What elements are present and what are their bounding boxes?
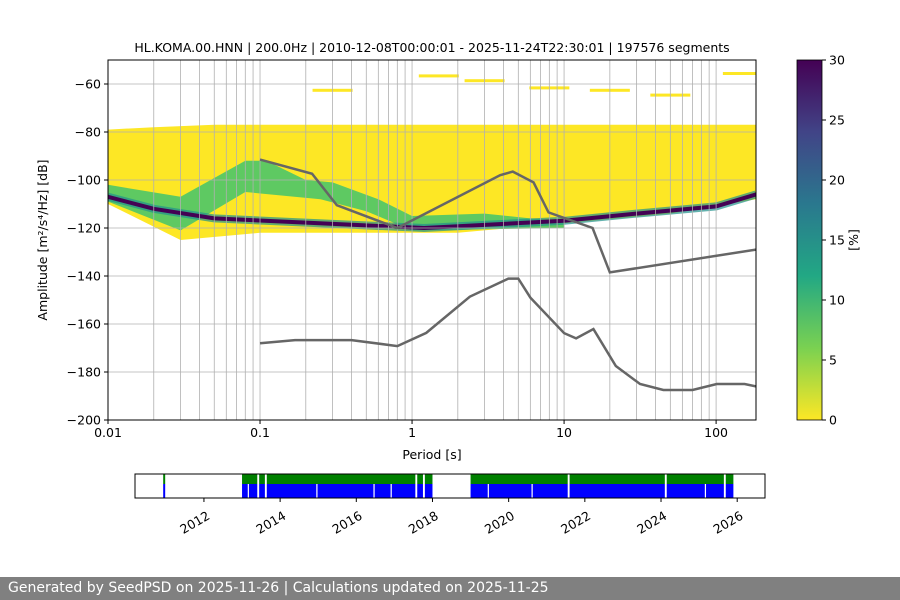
x-tick-label: 0.01	[94, 425, 122, 440]
colorbar-tick-label: 20	[829, 173, 845, 188]
timeline-tick-label: 2020	[482, 508, 517, 537]
availability-top-segment	[242, 474, 258, 484]
colorbar-tick-label: 25	[829, 113, 845, 128]
availability-top-segment	[163, 474, 166, 484]
availability-gap	[704, 484, 707, 498]
timeline-tick-label: 2022	[558, 508, 593, 537]
availability-top-segment	[666, 474, 724, 484]
x-tick-label: 10	[556, 425, 572, 440]
timeline-tick-label: 2018	[406, 508, 441, 537]
y-tick-label: −60	[75, 77, 101, 92]
y-axis-label: Amplitude [m²/s⁴/Hz] [dB]	[35, 159, 50, 320]
availability-top-segment	[417, 474, 423, 484]
availability-gap	[373, 484, 375, 498]
availability-bottom-segment	[266, 484, 416, 498]
x-tick-label: 1	[408, 425, 416, 440]
outlier-mark	[418, 74, 459, 78]
colorbar-gradient	[796, 59, 823, 421]
chart-title: HL.KOMA.00.HNN | 200.0Hz | 2010-12-08T00…	[134, 40, 729, 55]
y-tick-label: −180	[67, 365, 101, 380]
colorbar-tick-label: 10	[829, 293, 845, 308]
x-tick-label: 0.1	[250, 425, 270, 440]
figure-canvas: HL.KOMA.00.HNN | 200.0Hz | 2010-12-08T00…	[35, 40, 861, 537]
availability-top-segment	[266, 474, 416, 484]
availability-top-segment	[259, 474, 265, 484]
x-axis-label: Period [s]	[402, 447, 461, 462]
timeline-tick-label: 2012	[177, 508, 212, 537]
x-tick-label: 100	[704, 425, 728, 440]
availability-bottom-segment	[163, 484, 166, 498]
footer-text: Generated by SeedPSD on 2025-11-26 | Cal…	[0, 577, 900, 600]
y-tick-label: −120	[67, 221, 101, 236]
availability-bottom-segment	[259, 484, 265, 498]
colorbar-tick-label: 30	[829, 53, 845, 68]
noise-model-nlnm	[259, 277, 756, 392]
availability-bottom-segment	[424, 484, 433, 498]
timeline-tick-label: 2016	[330, 508, 365, 537]
mode-line	[108, 192, 756, 231]
availability-top-segment	[569, 474, 665, 484]
availability-gap	[247, 484, 249, 498]
availability-bottom-segment	[417, 484, 423, 498]
availability-top-segment	[470, 474, 568, 484]
timeline-tick-label: 2024	[634, 508, 669, 537]
coverage-region	[108, 124, 756, 240]
y-tick-label: −140	[67, 269, 101, 284]
probable-band	[108, 160, 565, 231]
availability-gap	[390, 484, 392, 498]
colorbar-tick-label: 0	[829, 413, 837, 428]
y-tick-label: −80	[75, 125, 101, 140]
availability-bottom-segment	[666, 484, 724, 498]
availability-gap	[487, 484, 489, 498]
psd-plot: 0.01 0.1 1 10 100 −60 −80 −100 −120 −140 −160 −180 −…	[67, 59, 757, 440]
noise-model-nhnm	[259, 158, 756, 274]
y-tick-label: −100	[67, 173, 101, 188]
colorbar-tick-label: 15	[829, 233, 845, 248]
availability-bottom-segment	[569, 484, 665, 498]
outlier-mark	[722, 72, 756, 75]
y-tick-label: −200	[67, 413, 101, 428]
availability-gap	[531, 484, 533, 498]
data-availability-timeline: 2012 2014 2016 2018 2020 2022 2024 2026	[134, 473, 766, 537]
plot-frame	[107, 59, 757, 421]
availability-gap	[316, 484, 318, 498]
availability-bottom-segment	[725, 484, 734, 498]
colorbar-label: [%]	[846, 229, 861, 251]
timeline-tick-label: 2014	[253, 508, 288, 537]
availability-bottom-segment	[470, 484, 568, 498]
timeline-frame	[134, 473, 766, 499]
timeline-tick-label: 2026	[710, 508, 745, 537]
availability-top-segment	[725, 474, 734, 484]
availability-bottom-segment	[242, 484, 258, 498]
colorbar: 0 5 10 15 20 25 30	[796, 53, 845, 428]
plot-content	[108, 60, 756, 420]
colorbar-tick-label: 5	[829, 353, 837, 368]
availability-top-segment	[424, 474, 433, 484]
y-tick-label: −160	[67, 317, 101, 332]
